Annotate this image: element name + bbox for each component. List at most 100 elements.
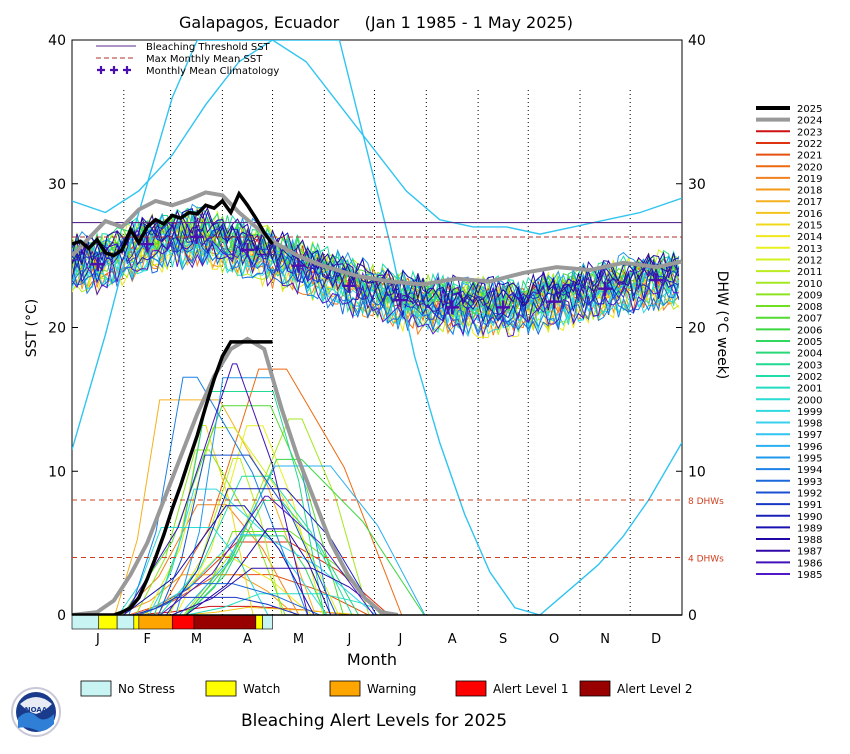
year-legend-label: 1990 bbox=[797, 512, 822, 523]
dhw-series-1997 bbox=[72, 40, 682, 615]
year-legend-label: 2013 bbox=[797, 244, 822, 255]
year-legend-label: 2000 bbox=[797, 395, 822, 406]
year-legend-label: 2022 bbox=[797, 139, 822, 150]
year-legend-label: 1987 bbox=[797, 547, 822, 558]
dhw-series-2009 bbox=[135, 449, 286, 615]
year-legend-label: 2015 bbox=[797, 221, 822, 232]
year-legend-label: 2008 bbox=[797, 302, 822, 313]
alert-bar-segment bbox=[133, 614, 140, 630]
plot-area bbox=[71, 39, 683, 616]
dhw-series-2024 bbox=[72, 336, 399, 615]
climatology-marker bbox=[496, 300, 511, 315]
year-legend-label: 1997 bbox=[797, 430, 822, 441]
alert-bar bbox=[71, 614, 682, 630]
left-tick-label: 30 bbox=[48, 177, 66, 193]
year-legend-label: 1995 bbox=[797, 454, 822, 465]
highlight-series bbox=[72, 190, 682, 615]
climatology-marker bbox=[598, 281, 613, 296]
legend-label-max-monthly: Max Monthly Mean SST bbox=[146, 54, 263, 65]
right-tick-label: 40 bbox=[688, 33, 706, 49]
year-legend-label: 2016 bbox=[797, 209, 822, 220]
right-tick-label: 30 bbox=[688, 177, 706, 193]
year-legend-label: 1993 bbox=[797, 477, 822, 488]
alert-legend-swatch bbox=[205, 680, 237, 697]
climatology-marker bbox=[445, 300, 460, 315]
sst-series-2025 bbox=[72, 190, 274, 258]
line-legend: Bleaching Threshold SST Max Monthly Mean… bbox=[96, 42, 279, 77]
alert-legend-swatch bbox=[455, 680, 487, 697]
dhw-series-1991 bbox=[132, 596, 300, 615]
year-legend-label: 2001 bbox=[797, 384, 822, 395]
month-label: M bbox=[293, 632, 304, 647]
dhw-series-2016 bbox=[183, 606, 363, 615]
dhw-series-1986 bbox=[123, 363, 309, 615]
year-legend-label: 2012 bbox=[797, 255, 822, 266]
climatology-markers bbox=[90, 229, 664, 315]
legend-label-climatology: Monthly Mean Climatology bbox=[146, 66, 279, 77]
dhw-ref-label-4: 4 DHWs bbox=[688, 555, 724, 565]
month-label: A bbox=[243, 632, 252, 647]
dhw-series-2001 bbox=[186, 593, 395, 615]
sst-series-1986 bbox=[72, 217, 680, 316]
alert-bar-segment bbox=[116, 614, 135, 630]
year-legend-label: 2004 bbox=[797, 349, 822, 360]
year-legend-label: 2009 bbox=[797, 290, 822, 301]
alert-bar-segment bbox=[255, 614, 263, 630]
dhw-series-2017 bbox=[114, 399, 317, 615]
alert-bar-segment bbox=[193, 614, 257, 630]
alert-bar-segment bbox=[71, 614, 100, 630]
legend-plus-glyph bbox=[97, 66, 105, 74]
climatology-marker bbox=[649, 273, 664, 288]
dhw-series-2000 bbox=[117, 527, 269, 615]
month-label: J bbox=[347, 632, 352, 647]
year-legend-label: 2007 bbox=[797, 314, 822, 325]
year-legend-label: 2019 bbox=[797, 174, 822, 185]
right-tick-label: 20 bbox=[688, 321, 706, 337]
alert-legend-swatch bbox=[80, 680, 112, 697]
alert-legend-swatch bbox=[329, 680, 361, 697]
right-axis: 0 10 20 30 40 bbox=[676, 33, 706, 624]
sst-series-1997 bbox=[72, 40, 682, 235]
dhw-series-1987 bbox=[171, 567, 387, 615]
climatology-marker bbox=[240, 242, 255, 257]
alert-level-legend: No Stress Watch Warning Alert Level 1 Alert … bbox=[80, 680, 693, 697]
right-tick-label: 10 bbox=[688, 464, 706, 480]
month-label: N bbox=[600, 632, 610, 647]
year-legend-label: 1988 bbox=[797, 535, 822, 546]
alert-bar-segment bbox=[171, 614, 195, 630]
legend-plus-glyph bbox=[123, 66, 131, 74]
year-legend-label: 2018 bbox=[797, 186, 822, 197]
alert-legend-label: Alert Level 2 bbox=[617, 682, 693, 696]
y-axis-left-label: SST (°C) bbox=[24, 299, 40, 357]
alert-bar-segment bbox=[262, 614, 273, 630]
month-label: J bbox=[95, 632, 100, 647]
month-label: O bbox=[549, 632, 559, 647]
climatology-marker bbox=[291, 258, 306, 273]
y-axis-right-label: DHW (°C week) bbox=[714, 271, 730, 380]
left-axis: 0 10 20 30 40 bbox=[48, 33, 78, 624]
legend-label-threshold: Bleaching Threshold SST bbox=[146, 42, 271, 53]
year-legend-label: 2024 bbox=[797, 116, 822, 127]
chart-title: Galapagos, Ecuador (Jan 1 1985 - 1 May 2… bbox=[179, 13, 573, 32]
year-legend-label: 1986 bbox=[797, 558, 822, 569]
year-legend-label: 1985 bbox=[797, 570, 822, 581]
climatology-marker bbox=[90, 257, 105, 272]
year-legend-label: 2010 bbox=[797, 279, 822, 290]
dhw-series-2007 bbox=[122, 405, 344, 615]
dhw-series-1994 bbox=[128, 376, 308, 615]
dhw-ref-label-8: 8 DHWs bbox=[688, 497, 724, 507]
dhw-series-1988 bbox=[185, 528, 332, 615]
dhw-series-1985 bbox=[159, 495, 375, 615]
sst-series-2024 bbox=[72, 190, 682, 287]
legend-plus-markers bbox=[97, 66, 131, 74]
sst-series-2014 bbox=[72, 241, 680, 339]
year-legend-label: 1994 bbox=[797, 465, 822, 476]
climatology-marker bbox=[140, 237, 155, 252]
alert-legend-label: No Stress bbox=[118, 682, 175, 696]
climatology-marker bbox=[393, 293, 408, 308]
year-legend-label: 1991 bbox=[797, 500, 822, 511]
x-axis-label: Month bbox=[347, 650, 397, 669]
left-tick-label: 0 bbox=[57, 608, 66, 624]
year-legend-label: 2020 bbox=[797, 162, 822, 173]
dhw-series-1989 bbox=[123, 505, 315, 615]
